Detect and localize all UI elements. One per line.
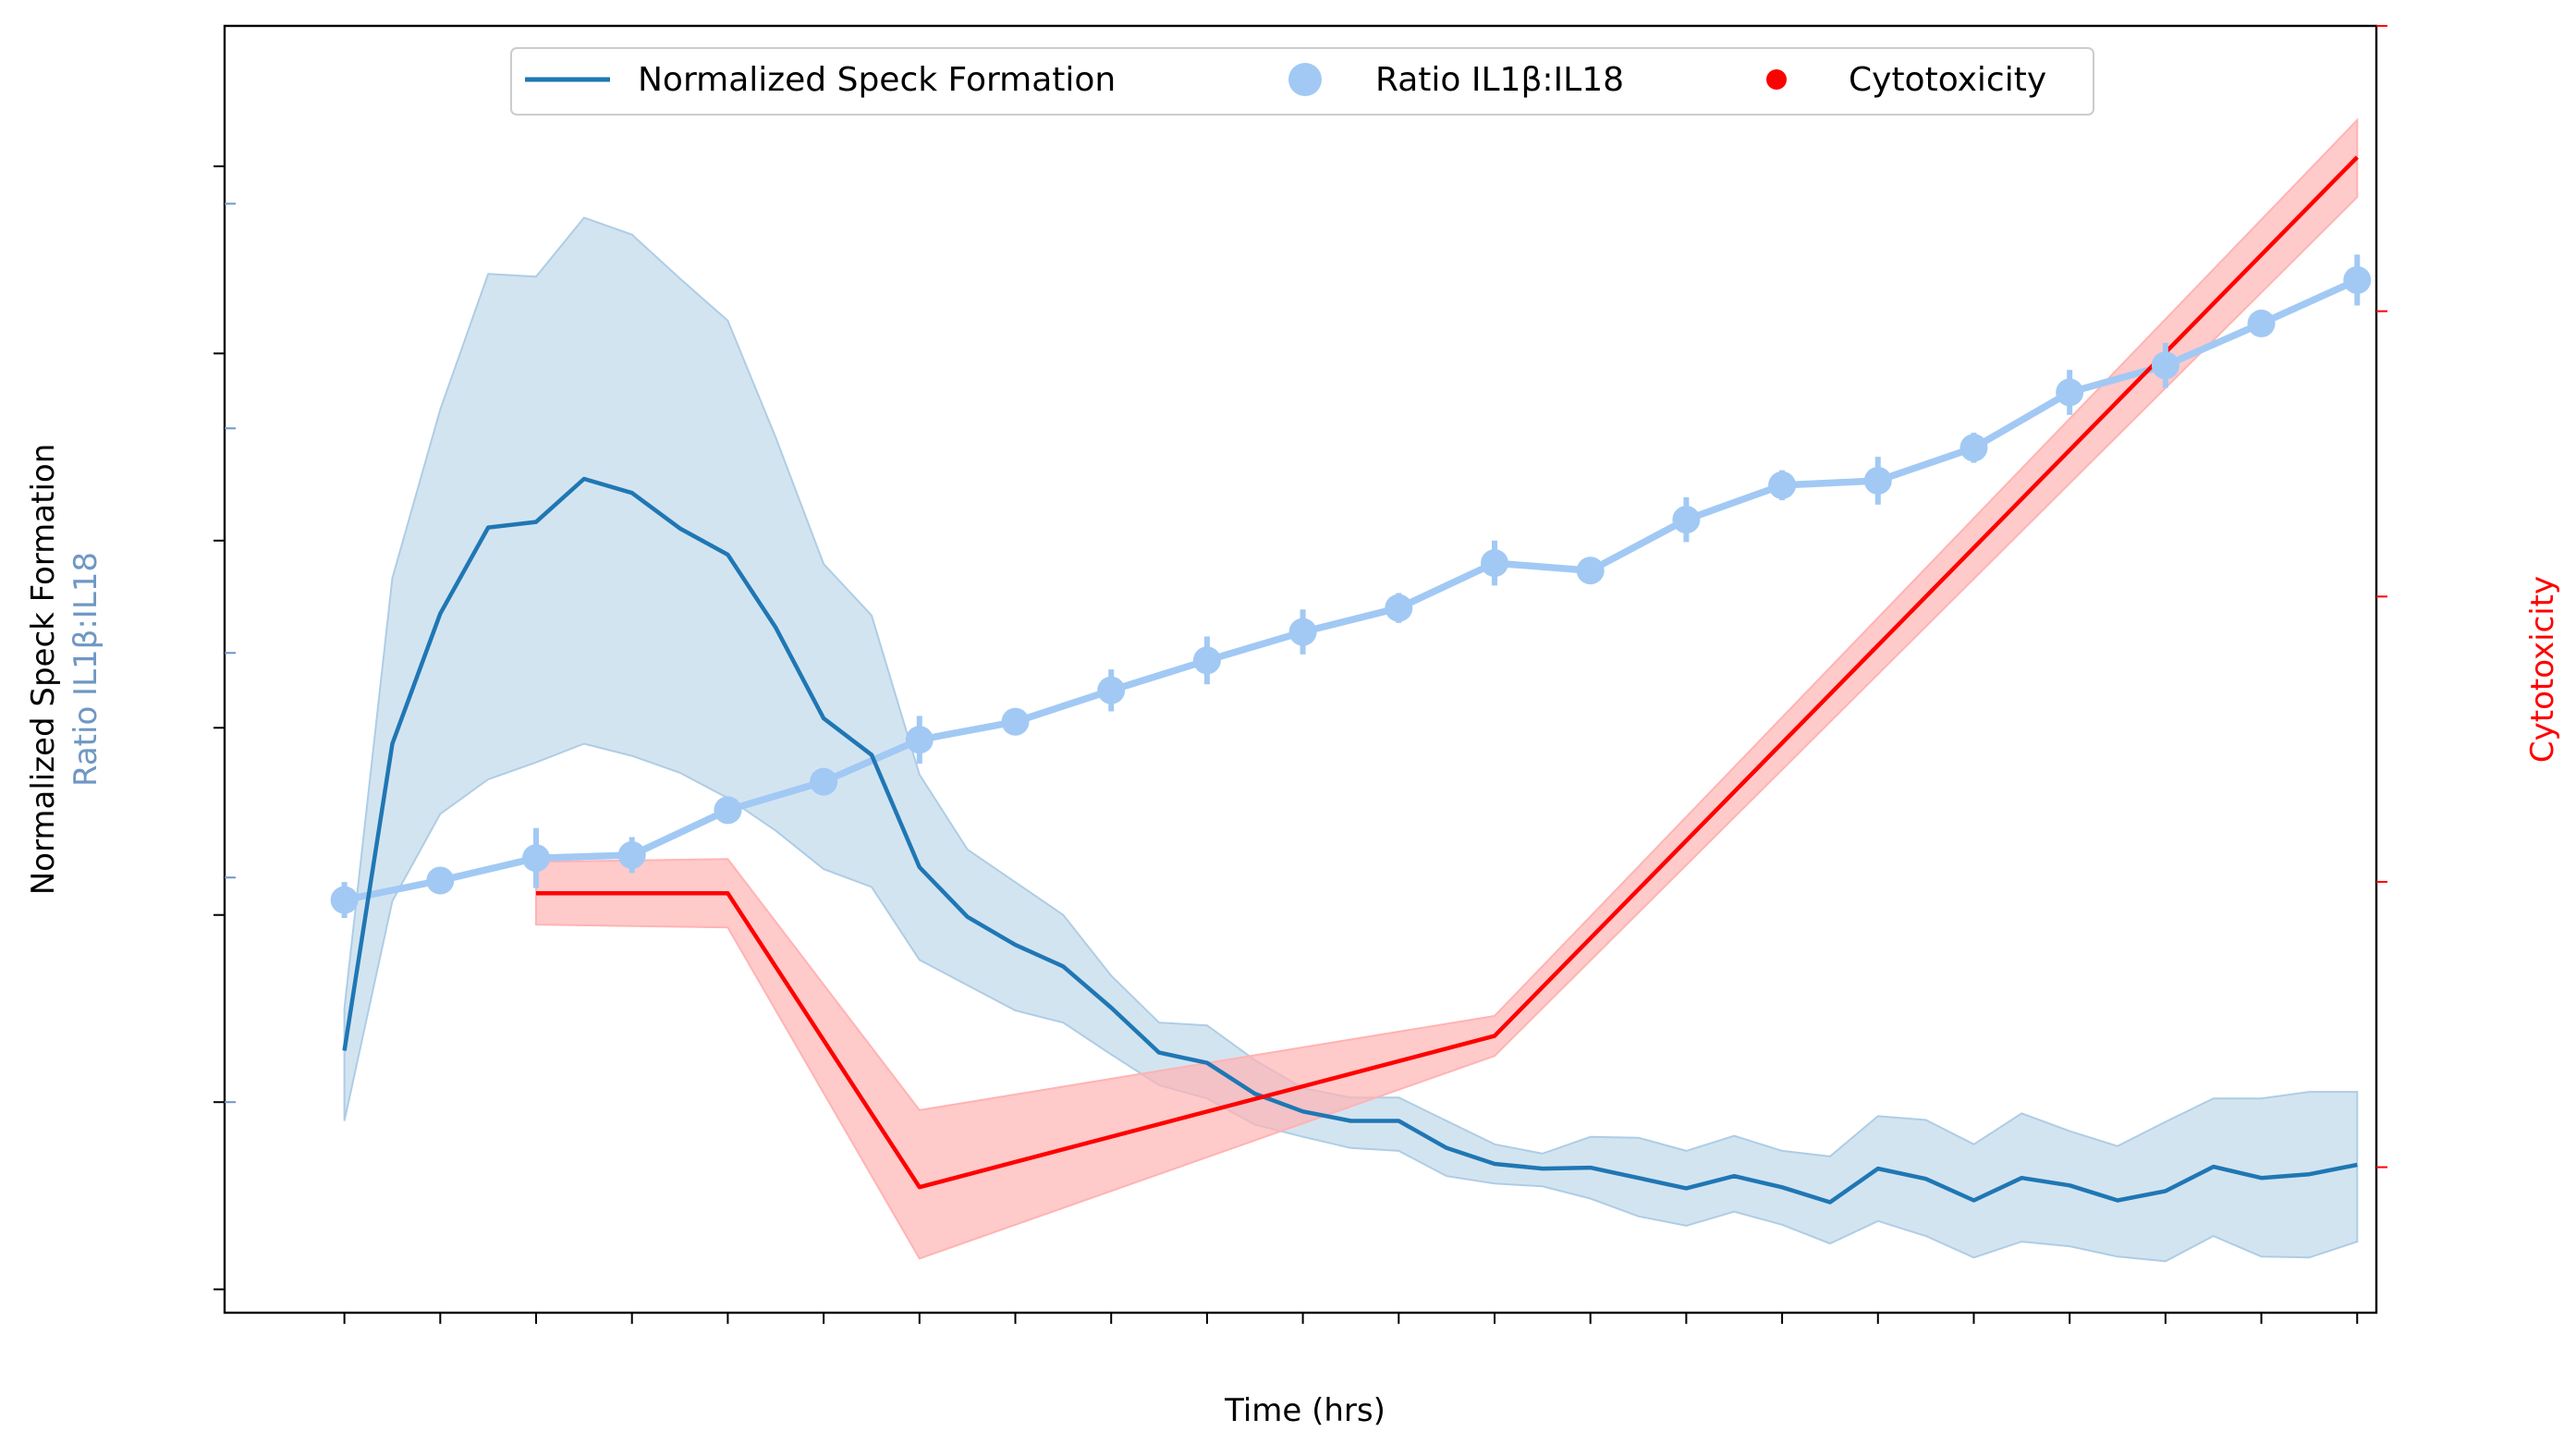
ratio-data-point — [522, 844, 551, 873]
cytotoxicity-confidence-band — [535, 117, 2359, 1260]
ratio-data-point — [1863, 467, 1892, 496]
legend-swatch-ratio — [1288, 63, 1322, 96]
speck-y-axis — [214, 165, 225, 1291]
series-lines — [340, 155, 2362, 1205]
ratio-series-line — [340, 276, 2362, 904]
speck-confidence-band — [343, 216, 2359, 1263]
ratio-data-point — [1672, 506, 1701, 534]
ratio-data-point — [810, 767, 838, 796]
ratio-data-point — [426, 866, 455, 895]
cytotoxicity-series-line — [536, 155, 2359, 1190]
ratio-data-point — [1001, 707, 1030, 736]
ratio-data-point — [1480, 549, 1508, 578]
ratio-data-point — [905, 726, 934, 754]
ratio-data-point — [330, 886, 359, 914]
ratio-data-point — [1385, 593, 1413, 622]
ratio-data-point — [1192, 646, 1221, 675]
ratio-y-axis — [225, 202, 236, 1104]
ratio-data-point — [2151, 351, 2179, 380]
ratio-data-point — [2343, 265, 2372, 294]
cytotoxicity-axis-label: Cytotoxicity — [2524, 576, 2561, 763]
legend-label-cytotoxicity: Cytotoxicity — [1849, 61, 2046, 99]
ratio-data-point — [1576, 557, 1605, 585]
legend-swatch-cytotoxicity — [1766, 69, 1787, 90]
ratio-axis-label: Ratio IL1β:IL18 — [67, 552, 104, 787]
x-axis-label: Time (hrs) — [1224, 1392, 1386, 1429]
legend-label-ratio: Ratio IL1β:IL18 — [1375, 61, 1624, 99]
legend-label-speck: Normalized Speck Formation — [638, 61, 1116, 99]
ratio-data-point — [1768, 471, 1797, 499]
ratio-data-point — [714, 796, 742, 825]
speck-series-line — [342, 476, 2358, 1205]
ratio-data-point — [1959, 434, 1988, 462]
cytotoxicity-y-axis — [2376, 25, 2387, 1168]
x-axis — [343, 1313, 2359, 1324]
ratio-markers — [330, 254, 2372, 918]
confidence-bands — [343, 117, 2359, 1263]
plot-frame — [223, 24, 2378, 1315]
speck-axis-label: Normalized Speck Formation — [25, 444, 62, 896]
ratio-data-point — [1097, 676, 1126, 704]
ratio-data-point — [2056, 378, 2084, 407]
ratio-data-point — [2247, 309, 2276, 337]
ratio-data-point — [617, 840, 646, 869]
legend: Normalized Speck Formation Ratio IL1β:IL… — [510, 47, 2094, 116]
ratio-data-point — [1288, 618, 1317, 646]
